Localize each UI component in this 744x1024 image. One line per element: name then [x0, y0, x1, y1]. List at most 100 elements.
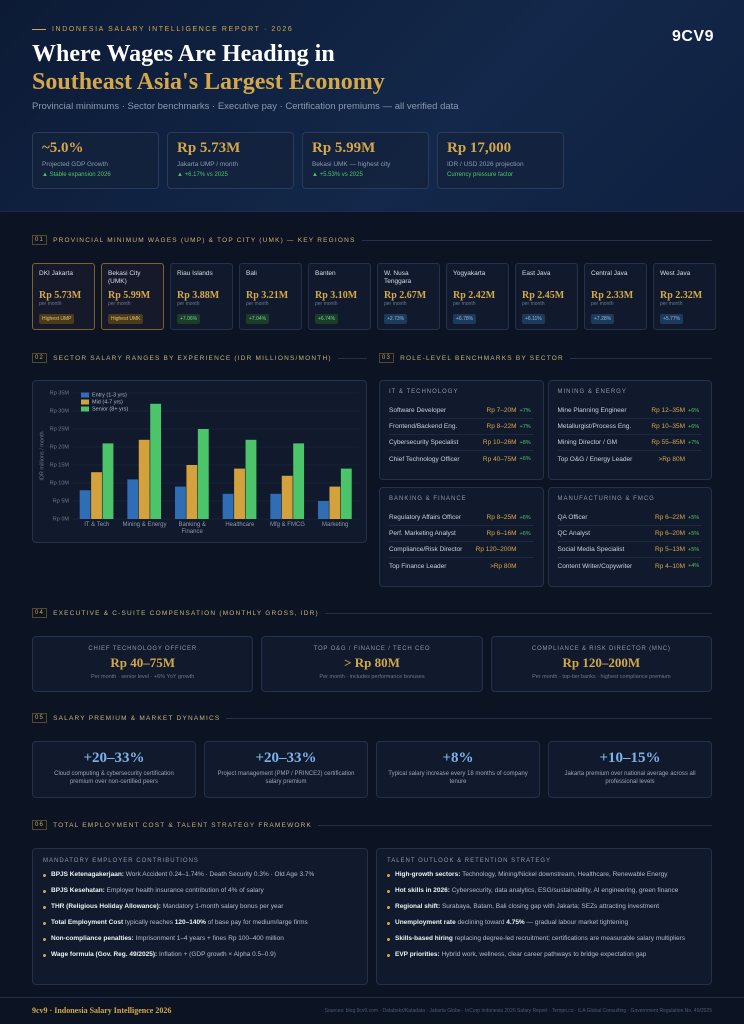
region-wage: Rp 3.10M: [315, 290, 358, 301]
role-name: Chief Technology Officer: [389, 455, 460, 463]
role-row: Metallurgist/Process Eng. Rp 10–35M +6%: [557, 419, 702, 435]
premium-value: +20–33%: [255, 750, 317, 766]
section-label: PROVINCIAL MINIMUM WAGES (UMP) & TOP CIT…: [53, 236, 356, 244]
role-growth: +6%: [519, 530, 531, 537]
stat-label: Jakarta UMP / month: [177, 161, 238, 168]
region-wage: Rp 2.67M: [384, 290, 427, 301]
subtitle: Provincial minimums · Sector benchmarks …: [32, 101, 459, 112]
bar: [175, 486, 186, 519]
role-name: Social Media Specialist: [557, 546, 625, 553]
sector-box: MINING & ENERGY Mine Planning Engineer Rp …: [547, 380, 712, 480]
region-unit: per month: [246, 301, 269, 307]
premium-value: +10–15%: [599, 750, 661, 766]
role-name: Perf. Marketing Analyst: [389, 530, 456, 537]
footer-sources: Sources: blog.9cv9.com · Databoks/Katada…: [324, 1008, 712, 1014]
framework-item: Hot skills in 2026: Cybersecurity, data …: [387, 887, 701, 895]
sector-box: MANUFACTURING & FMCG QA Officer Rp 6–22M +5…: [547, 487, 712, 587]
item-detail: replacing degree-led recruitment; certif…: [452, 935, 686, 942]
legend-label: Mid (4-7 yrs): [92, 399, 123, 405]
framework-item: Regional shift: Surabaya, Batam, Bali cl…: [387, 903, 701, 911]
section-label: SECTOR SALARY RANGES BY EXPERIENCE (IDR …: [53, 354, 332, 362]
stat-note: ▲ Stable expansion 2026: [42, 172, 111, 178]
framework-item: Non-compliance penalties: Imprisonment 1…: [43, 935, 357, 943]
role-range: Rp 12–35M: [651, 407, 685, 414]
role-range: Rp 7–20M: [486, 407, 517, 414]
region-unit: per month: [453, 301, 476, 307]
role-growth: +6%: [519, 456, 531, 462]
premium-card: +20–33% Project management (PMP / PRINCE2…: [204, 741, 368, 798]
exec-note: Per month · top-tier banks · highest com…: [532, 674, 671, 680]
item-detail: Cybersecurity, data analytics, ESG/susta…: [449, 887, 679, 894]
exec-note: Per month · includes performance bonuses: [319, 674, 425, 680]
role-row: Mining Director / GM Rp 55–85M +7%: [557, 435, 702, 451]
framework-item: Skills-based hiring replacing degree-led…: [387, 935, 701, 943]
role-growth: +5%: [688, 530, 700, 537]
item-detail: Surabaya, Batam, Bali closing gap with J…: [440, 903, 660, 910]
role-range: Rp 40–75M: [482, 455, 517, 463]
region-card: West Java Rp 2.32M per month +5.77%: [653, 263, 716, 330]
role-row: Perf. Marketing Analyst Rp 6–16M +6%: [389, 526, 534, 542]
role-range: Rp 6–20M: [655, 530, 685, 537]
bar: [150, 403, 162, 519]
region-card: Banten Rp 3.10M per month +6.74%: [308, 263, 371, 330]
role-row: QA Officer Rp 6–22M +5%: [557, 510, 702, 526]
role-name: Content Writer/Copywriter: [557, 562, 633, 570]
region-wage: Rp 2.42M: [453, 290, 496, 301]
section-number: 06: [32, 820, 48, 830]
item-lead: Skills-based hiring: [395, 935, 453, 942]
legend-swatch: [81, 406, 89, 412]
sector-title: MINING & ENERGY: [557, 389, 627, 395]
sector-title: MANUFACTURING & FMCG: [557, 496, 655, 502]
stat-card: Rp 5.73M Jakarta UMP / month ▲ +6.17% vs 2…: [167, 132, 294, 189]
role-growth: +6%: [688, 407, 700, 414]
region-unit: per month: [660, 301, 683, 307]
region-name: W. Nusa Tenggara: [384, 270, 412, 285]
exec-card: COMPLIANCE & RISK DIRECTOR (MNC) Rp 120–2…: [490, 636, 712, 692]
y-tick-label: Rp 20M: [50, 444, 70, 450]
premium-card: +8% Typical salary increase every 18 mont…: [376, 741, 540, 798]
role-growth: +5%: [688, 514, 700, 521]
y-tick-label: Rp 0M: [53, 516, 70, 522]
bar: [340, 468, 352, 519]
sector-box: IT & TECHNOLOGY Software Developer Rp 7–20…: [379, 380, 544, 480]
item-detail: typically reaches: [123, 919, 175, 926]
section-title: 03 ROLE-LEVEL BENCHMARKS BY SECTOR: [379, 352, 712, 364]
role-name: Metallurgist/Process Eng.: [557, 423, 632, 430]
premium-text: Cloud computing & cybersecurity certific…: [54, 771, 174, 785]
bar: [234, 468, 245, 519]
role-growth: +8%: [519, 439, 531, 446]
region-unit: per month: [591, 301, 614, 307]
region-wage: Rp 5.99M: [108, 290, 151, 301]
role-name: Compliance/Risk Director: [389, 546, 463, 553]
role-range: >Rp 80M: [658, 455, 685, 463]
role-growth: +6%: [519, 514, 531, 521]
role-row: Mine Planning Engineer Rp 12–35M +6%: [557, 403, 702, 419]
region-card: W. Nusa Tenggara Rp 2.67M per month +2.73%: [377, 263, 440, 330]
x-tick-label: IT & Tech: [84, 522, 110, 528]
item-text: BPJS Ketenagakerjaan: Work Accident 0.24…: [51, 871, 314, 879]
item-text: High-growth sectors: Technology, Mining/…: [395, 871, 668, 879]
region-unit: per month: [384, 301, 407, 307]
section-title: 06 TOTAL EMPLOYMENT COST & TALENT STRATEG…: [32, 819, 712, 831]
section-rule: [318, 824, 712, 826]
role-range: Rp 55–85M: [651, 439, 685, 446]
section-head: 04 EXECUTIVE & C-SUITE COMPENSATION (MONT…: [32, 607, 712, 619]
y-tick-label: Rp 15M: [50, 462, 70, 468]
footer-rule: [0, 997, 744, 998]
exec-pay: Rp 120–200M: [562, 655, 641, 670]
region-card: Central Java Rp 2.33M per month +7.28%: [584, 263, 647, 330]
role-row: Social Media Specialist Rp 5–13M +5%: [557, 542, 702, 558]
region-badge: +7.06%: [177, 314, 201, 324]
role-growth: +6%: [688, 423, 700, 430]
item-text: Regional shift: Surabaya, Batam, Bali cl…: [395, 903, 659, 911]
section-label: TOTAL EMPLOYMENT COST & TALENT STRATEGY …: [53, 821, 313, 829]
bar: [186, 465, 198, 519]
section-number: 03: [379, 353, 395, 363]
region-card: Yogyakarta Rp 2.42M per month +6.78%: [446, 263, 509, 330]
role-range: Rp 6–16M: [486, 530, 517, 537]
item-lead: Non-compliance penalties:: [51, 935, 134, 942]
region-wage: Rp 2.45M: [522, 290, 565, 301]
region-badge: +7.28%: [591, 314, 615, 324]
section-rule: [324, 612, 712, 614]
section-title: 01 PROVINCIAL MINIMUM WAGES (UMP) & TOP C…: [32, 234, 712, 246]
